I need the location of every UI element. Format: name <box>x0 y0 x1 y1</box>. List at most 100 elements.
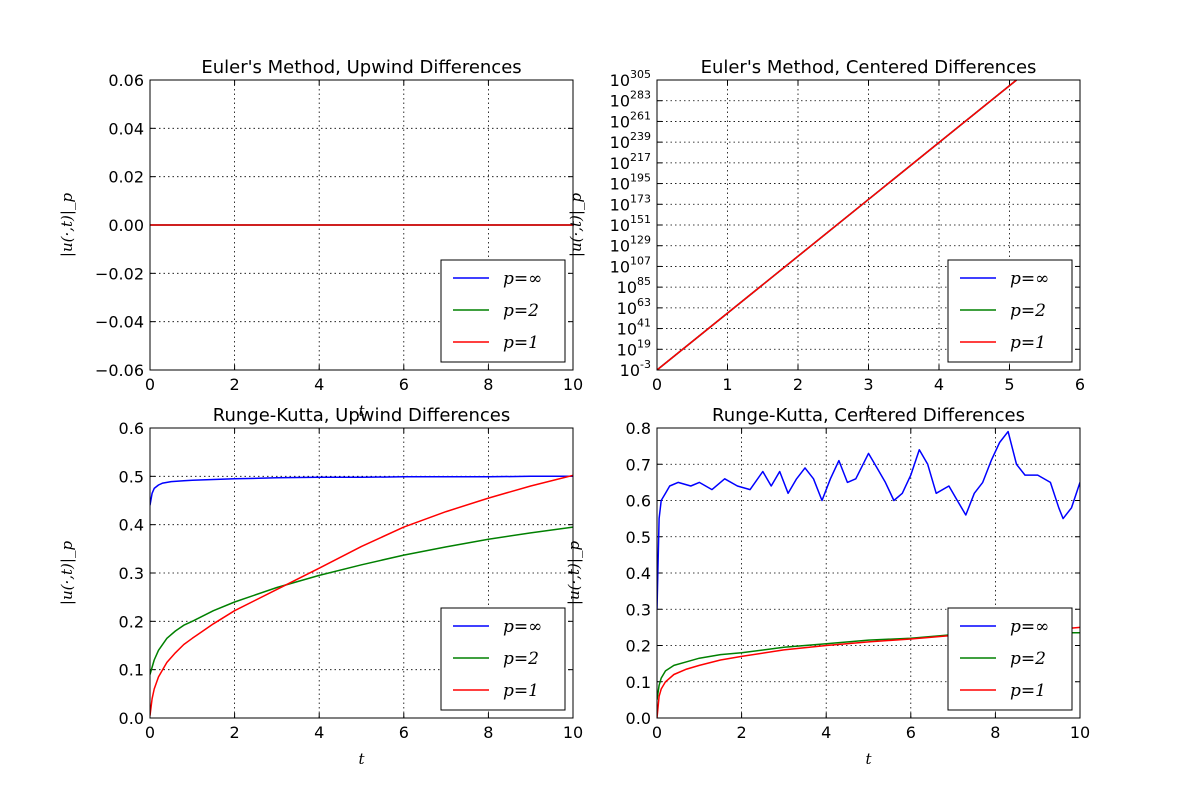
y-tick-label: 1085 <box>617 275 651 297</box>
y-tick-label: 10-3 <box>620 358 651 380</box>
y-tick-label: 0.3 <box>626 600 651 619</box>
y-tick-label: 10239 <box>610 130 651 152</box>
y-tick-exponent: 239 <box>630 130 651 143</box>
x-axis-label: t <box>865 402 872 420</box>
y-axis-label: |u(·,t)|_p <box>565 541 583 606</box>
legend-label: p=∞ <box>1010 617 1049 637</box>
x-tick-label: 5 <box>1004 375 1014 394</box>
legend: p=∞ p=2 p=1 <box>440 607 566 711</box>
y-tick-exponent: 129 <box>630 234 651 247</box>
x-tick-label: 4 <box>934 375 944 394</box>
x-tick-label: 8 <box>483 375 493 394</box>
subplot-title: Euler's Method, Upwind Differences <box>201 57 521 78</box>
y-tick-base: 10 <box>610 175 630 194</box>
series-group <box>150 474 573 716</box>
y-tick-label: 0.06 <box>108 71 144 90</box>
x-tick-label: 6 <box>906 723 916 742</box>
x-tick-label: 2 <box>230 375 240 394</box>
x-tick-label: 0 <box>652 375 662 394</box>
legend-label: p=2 <box>1010 649 1046 669</box>
axes-frame <box>656 427 1081 719</box>
series-line-1 <box>657 430 1080 610</box>
axes-frame <box>656 79 1081 371</box>
x-axis-label: t <box>358 402 365 420</box>
y-tick-label: 0.0 <box>626 709 651 728</box>
y-tick-base: 10 <box>617 278 637 297</box>
y-tick-base: 10 <box>610 216 630 235</box>
subplot-3: 0 2 4 6 8 10 0.0 0.1 0.2 0.3 0.4 0.5 0.6 Runge-Kutta,… <box>58 405 583 768</box>
y-tick-exponent: 195 <box>630 172 651 185</box>
x-tick-label: 0 <box>145 375 155 394</box>
y-tick-base: 10 <box>610 71 630 90</box>
y-tick-base: 10 <box>617 320 637 339</box>
x-tick-label: 8 <box>990 723 1000 742</box>
legend-label: p=1 <box>503 333 539 353</box>
y-tick-base: 10 <box>610 237 630 256</box>
y-tick-base: 10 <box>610 195 630 214</box>
y-tick-label: 0.2 <box>626 637 651 656</box>
y-tick-exponent: 41 <box>637 317 651 330</box>
y-tick-exponent: 151 <box>630 213 651 226</box>
series-line-2 <box>150 526 573 675</box>
y-tick-label: 0.1 <box>626 673 651 692</box>
legend-label: p=2 <box>1010 301 1046 321</box>
y-tick-base: 10 <box>610 112 630 131</box>
x-tick-label: 4 <box>314 723 324 742</box>
x-tick-label: 4 <box>314 375 324 394</box>
y-tick-exponent: 107 <box>630 254 651 267</box>
y-tick-exponent: 19 <box>637 337 651 350</box>
y-tick-base: 10 <box>610 257 630 276</box>
y-tick-label: 1041 <box>617 317 651 339</box>
y-tick-label: 0.4 <box>119 516 144 535</box>
x-tick-label: 10 <box>563 375 583 394</box>
x-tick-label: 10 <box>1070 723 1090 742</box>
y-tick-label: 0.7 <box>626 455 651 474</box>
legend-box <box>440 259 566 363</box>
legend-label: p=1 <box>1010 681 1046 701</box>
legend-box <box>947 259 1073 363</box>
y-tick-base: 10 <box>617 299 637 318</box>
x-tick-label: 1 <box>722 375 732 394</box>
y-tick-label: 10129 <box>610 234 651 256</box>
y-axis-label: |u(·,t)|_p <box>58 193 76 258</box>
x-tick-label: 0 <box>145 723 155 742</box>
y-tick-label: −0.04 <box>95 313 144 332</box>
y-tick-label: 0.8 <box>626 419 651 438</box>
legend-label: p=2 <box>503 301 539 321</box>
y-tick-exponent: 173 <box>630 192 651 205</box>
y-tick-label: 10151 <box>610 213 651 235</box>
x-tick-label: 3 <box>863 375 873 394</box>
y-tick-label: 1063 <box>617 296 651 318</box>
x-axis-label: t <box>865 750 872 768</box>
x-tick-label: 2 <box>793 375 803 394</box>
legend: p=∞ p=2 p=1 <box>440 259 566 363</box>
y-tick-exponent: 63 <box>637 296 651 309</box>
y-tick-label: 0.4 <box>626 564 651 583</box>
y-tick-label: −0.06 <box>95 361 144 380</box>
y-tick-label: 10217 <box>610 151 651 173</box>
subplot-4: 0 2 4 6 8 10 0.0 0.1 0.2 0.3 0.4 0.5 0.6 0.7 0.8 Runge-… <box>565 405 1090 768</box>
axes-frame <box>149 427 574 719</box>
y-tick-label: 0.6 <box>626 492 651 511</box>
y-tick-label: 0.5 <box>119 467 144 486</box>
x-tick-label: 10 <box>563 723 583 742</box>
x-tick-label: 2 <box>737 723 747 742</box>
y-tick-exponent: 261 <box>630 109 651 122</box>
y-tick-exponent: 85 <box>637 275 651 288</box>
y-tick-label: 1019 <box>617 337 651 359</box>
x-tick-label: 4 <box>821 723 831 742</box>
y-tick-label: 0.1 <box>119 661 144 680</box>
y-tick-label: 10173 <box>610 192 651 214</box>
y-tick-base: 10 <box>620 361 640 380</box>
y-axis-label: |u(·,t)|_p <box>567 193 585 258</box>
y-tick-label: 0.02 <box>108 168 144 187</box>
series-group <box>657 80 1017 370</box>
y-tick-label: 10305 <box>610 68 651 90</box>
y-tick-label: 0.2 <box>119 612 144 631</box>
y-tick-label: 10107 <box>610 254 651 276</box>
legend-label: p=1 <box>503 681 539 701</box>
legend-label: p=∞ <box>503 269 542 289</box>
x-tick-label: 0 <box>652 723 662 742</box>
y-tick-label: 0.6 <box>119 419 144 438</box>
y-tick-exponent: 305 <box>630 68 651 81</box>
